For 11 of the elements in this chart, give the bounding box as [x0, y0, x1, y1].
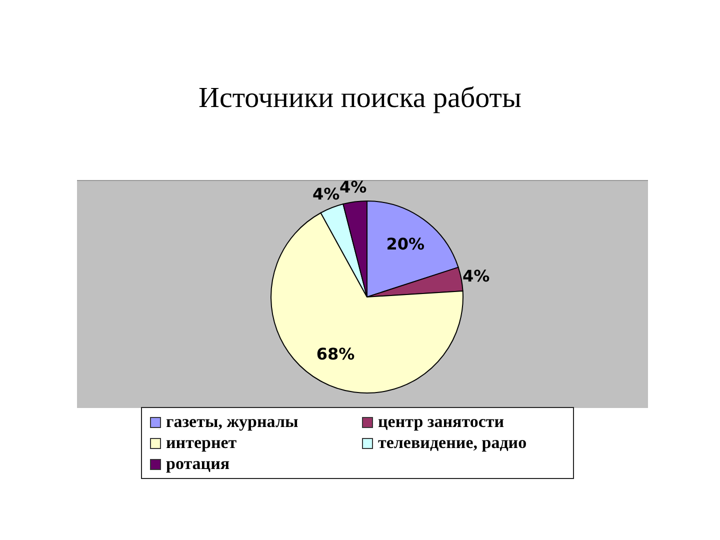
- data-label: 68%: [316, 344, 355, 364]
- data-label: 4%: [312, 184, 340, 204]
- legend-label: ротация: [166, 454, 230, 474]
- chart-title: Источники поиска работы: [198, 82, 522, 115]
- data-label: 4%: [340, 177, 367, 196]
- legend-label: центр занятости: [378, 412, 504, 432]
- legend-label: телевидение, радио: [378, 433, 527, 453]
- data-label: 4%: [462, 266, 490, 286]
- legend-label: интернет: [166, 433, 237, 453]
- data-label: 20%: [386, 234, 425, 254]
- legend-label: газеты, журналы: [166, 412, 298, 432]
